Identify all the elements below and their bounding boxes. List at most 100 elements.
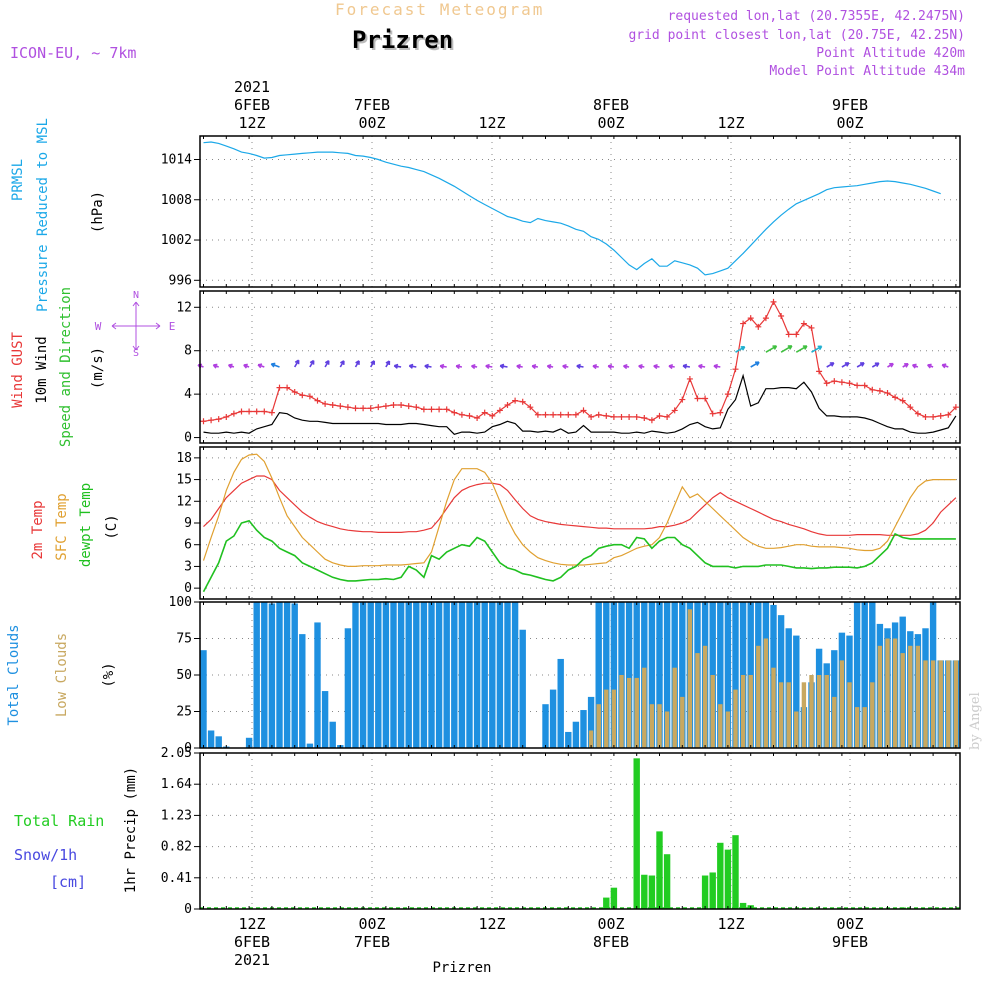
gust-marker xyxy=(740,320,747,327)
total-cloud-bar xyxy=(413,602,420,748)
compass-e: E xyxy=(169,320,176,333)
total-cloud-bar xyxy=(481,602,488,748)
panel-frame xyxy=(199,601,961,749)
total-cloud-bar xyxy=(557,658,564,748)
gust-marker xyxy=(709,410,716,417)
wind-direction-arrowhead xyxy=(740,346,746,351)
wind-direction-arrowhead xyxy=(927,363,932,369)
gust-marker xyxy=(808,324,815,331)
wind-direction-arrowhead xyxy=(787,345,793,350)
direction-label: Speed and Direction xyxy=(58,287,74,447)
time-label-date: 9FEB xyxy=(832,933,868,951)
gust-marker xyxy=(770,298,777,305)
gust-marker xyxy=(208,417,215,424)
gust-marker xyxy=(793,331,800,338)
wind-direction-arrowhead xyxy=(212,363,218,369)
y-tick-label: 12 xyxy=(176,494,192,509)
gust-marker xyxy=(572,411,579,418)
low-cloud-bar xyxy=(870,682,875,748)
low-cloud-bar xyxy=(748,675,753,748)
gust-marker xyxy=(876,387,883,394)
gust-marker xyxy=(755,323,762,330)
total-cloud-bar xyxy=(580,710,587,748)
data-layer xyxy=(197,141,960,909)
pressure-line xyxy=(203,141,941,276)
y-tick-label: 1.23 xyxy=(161,808,192,823)
wind-direction-arrowhead xyxy=(904,363,909,368)
requested-coords: requested lon,lat (20.7355E, 42.2475N) xyxy=(667,9,965,24)
low-cloud-bar xyxy=(695,653,700,748)
gust-marker xyxy=(945,411,952,418)
wind-direction-arrowhead xyxy=(324,360,330,365)
total-cloud-bar xyxy=(572,721,580,748)
time-label-date: 7FEB xyxy=(354,96,390,114)
gust-marker xyxy=(679,396,686,403)
temp-sfc-label: SFC Temp xyxy=(54,493,70,560)
total-cloud-bar xyxy=(261,602,268,748)
pressure-label: PRMSL xyxy=(10,159,26,201)
gust-marker xyxy=(276,384,283,391)
total-cloud-bar xyxy=(215,736,222,748)
wind-direction-arrowhead xyxy=(874,362,880,368)
rain-bar xyxy=(732,835,739,909)
low-cloud-bar xyxy=(657,704,662,748)
clouds-unit: (%) xyxy=(101,662,117,687)
wind-direction-arrowhead xyxy=(309,359,315,365)
gust-marker xyxy=(489,412,496,419)
gust-marker xyxy=(458,411,465,418)
low-cloud-bar xyxy=(664,711,670,748)
pressure-unit: (hPa) xyxy=(90,191,106,233)
total-cloud-bar xyxy=(633,602,640,748)
total-cloud-bar xyxy=(777,615,785,748)
wind-direction-arrowhead xyxy=(713,363,719,370)
gust-marker xyxy=(474,415,481,422)
wind-direction-arrowhead xyxy=(592,363,598,370)
wind-direction-arrow xyxy=(780,345,793,353)
gust-marker xyxy=(724,391,731,398)
total-cloud-bar xyxy=(861,602,868,748)
gust-marker xyxy=(550,411,557,418)
gust-marker xyxy=(443,406,450,413)
temp-sfc-line xyxy=(202,453,956,568)
gust-marker xyxy=(504,402,511,408)
time-label-hour: 00Z xyxy=(597,915,624,933)
total-cloud-bar xyxy=(299,634,306,748)
temp-dewpt-line xyxy=(202,519,956,593)
time-label-hour: 12Z xyxy=(717,114,744,132)
total-cloud-bar xyxy=(565,731,572,748)
panel-frame xyxy=(199,446,961,600)
total-cloud-bar xyxy=(367,602,374,748)
low-cloud-bar xyxy=(588,730,594,748)
rain-bar xyxy=(641,874,648,909)
wind-direction-arrowhead xyxy=(860,362,865,367)
low-cloud-bar xyxy=(778,682,784,748)
model-altitude: Model Point Altitude 434m xyxy=(769,64,965,79)
low-cloud-bar xyxy=(824,675,829,748)
city-title: Prizren xyxy=(352,26,454,54)
gust-marker xyxy=(626,413,633,420)
gust-marker xyxy=(375,404,382,411)
gust-marker xyxy=(542,411,549,418)
low-cloud-bar xyxy=(702,645,708,748)
time-label-hour: 12Z xyxy=(717,915,744,933)
total-cloud-bar xyxy=(793,635,800,748)
gust-marker xyxy=(496,407,503,414)
low-cloud-bar xyxy=(649,704,655,748)
total-cloud-bar xyxy=(420,602,428,748)
gust-marker xyxy=(747,315,754,322)
total-cloud-bar xyxy=(451,602,458,748)
pressure-label: Pressure Reduced to MSL xyxy=(35,118,51,312)
total-cloud-bar xyxy=(587,696,595,748)
wind-direction-arrowhead xyxy=(257,363,263,369)
gust-marker xyxy=(398,402,405,408)
y-tick-label: 0 xyxy=(184,431,192,446)
gust-marker xyxy=(284,384,291,391)
snow-unit: [cm] xyxy=(50,873,86,891)
y-tick-label: 1.64 xyxy=(161,777,192,792)
y-tick-label: 3 xyxy=(184,559,192,574)
gust-marker xyxy=(519,398,526,405)
gust-marker xyxy=(732,366,739,373)
rain-bar xyxy=(717,842,724,909)
wind-direction-arrowhead xyxy=(755,361,760,367)
wind-direction-arrowhead xyxy=(227,363,233,369)
